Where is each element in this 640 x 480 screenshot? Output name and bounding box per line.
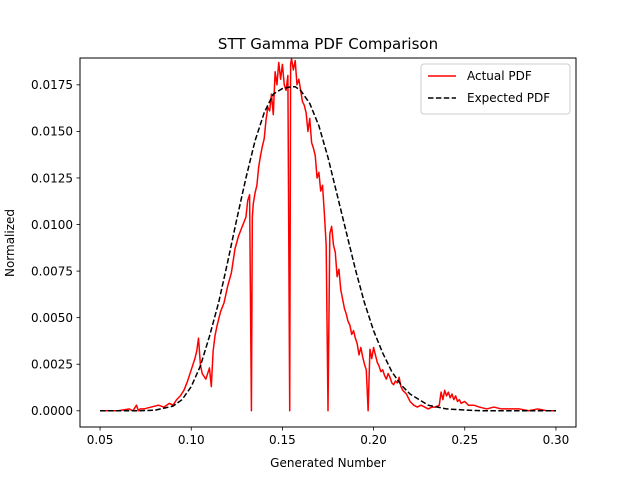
legend: Actual PDF Expected PDF — [420, 63, 571, 115]
y-axis-title: Normalized — [3, 209, 17, 277]
x-tick-label: 0.20 — [360, 433, 387, 447]
x-tick-label: 0.10 — [178, 433, 205, 447]
x-tick-label: 0.30 — [543, 433, 570, 447]
series-line-actual-pdf — [100, 58, 556, 412]
x-axis: 0.05 0.10 0.15 0.20 0.25 0.30 — [87, 427, 570, 447]
chart-title: STT Gamma PDF Comparison — [218, 35, 438, 53]
y-tick-label: 0.0150 — [31, 125, 73, 139]
y-tick-label: 0.0175 — [31, 78, 73, 92]
plot-frame — [79, 57, 577, 428]
y-tick-label: 0.0125 — [31, 171, 73, 185]
y-tick-label: 0.0075 — [31, 264, 73, 278]
x-tick-label: 0.15 — [269, 433, 296, 447]
legend-label-expected: Expected PDF — [467, 91, 550, 105]
y-axis: 0.0000 0.0025 0.0050 0.0075 0.0100 0.0125 0.01… — [31, 78, 80, 418]
series-layer — [100, 58, 556, 412]
x-tick-label: 0.25 — [451, 433, 478, 447]
legend-label-actual: Actual PDF — [467, 69, 532, 83]
series-line-expected-pdf — [100, 85, 556, 412]
y-tick-label: 0.0000 — [31, 404, 73, 418]
y-tick-label: 0.0050 — [31, 311, 73, 325]
y-tick-label: 0.0100 — [31, 218, 73, 232]
y-tick-label: 0.0025 — [31, 358, 73, 372]
x-axis-title: Generated Number — [270, 456, 386, 470]
legend-box — [420, 63, 571, 115]
x-tick-label: 0.05 — [87, 433, 114, 447]
